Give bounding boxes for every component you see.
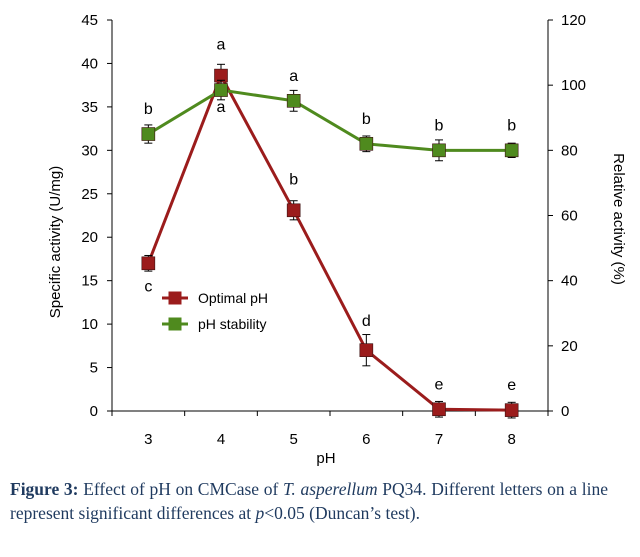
legend: Optimal pH pH stability: [162, 290, 268, 332]
significance-letter: d: [362, 313, 371, 330]
significance-letter: a: [289, 68, 298, 85]
caption-text-2: PQ34. Different letters on a line repres…: [10, 479, 608, 523]
y-axis-left-title: Specific activity (U/mg): [47, 166, 64, 319]
legend-label-optimal-ph: Optimal pH: [198, 290, 268, 306]
caption-text-1: Effect of pH on CMCase of: [78, 479, 283, 499]
y-left-tick-label: 35: [81, 99, 98, 116]
y-right-tick-label: 100: [561, 77, 586, 94]
significance-letter: e: [507, 377, 516, 394]
significance-letter: b: [435, 117, 444, 134]
y-left-tick-label: 15: [81, 273, 98, 290]
caption-p-value: p: [255, 503, 265, 523]
x-tick-label: 5: [289, 431, 297, 448]
x-tick-label: 7: [435, 431, 443, 448]
y-left-tick-label: 20: [81, 229, 98, 246]
data-point-ph-stability: [214, 83, 228, 97]
significance-letter: b: [289, 171, 298, 188]
data-point-ph-stability: [286, 94, 301, 108]
data-point-optimal-ph: [504, 403, 519, 417]
x-tick-label: 6: [362, 431, 370, 448]
data-point-optimal-ph: [359, 343, 374, 357]
legend-marker-optimal-ph: [168, 291, 182, 305]
y-right-tick-label: 60: [561, 208, 578, 225]
data-point-ph-stability: [359, 137, 374, 151]
x-axis-title: pH: [316, 450, 335, 467]
y-left-tick-label: 25: [81, 186, 98, 203]
plot-series: c a b d e e b a a b b b: [141, 37, 519, 419]
significance-letter: a: [217, 99, 226, 116]
y-left-tick-label: 40: [81, 55, 98, 72]
y-left-tick-label: 0: [90, 403, 98, 420]
series-ph-stability: b a a b b b: [141, 68, 519, 162]
caption-text-3: <0.05 (Duncan’s test).: [264, 503, 420, 523]
y-left-tick-label: 45: [81, 12, 98, 29]
data-point-optimal-ph: [432, 402, 446, 417]
y-right-tick-label: 80: [561, 142, 578, 159]
series-optimal-ph: c a b d e e: [141, 37, 519, 419]
data-point-ph-stability: [504, 143, 519, 158]
y-right-tick-label: 40: [561, 273, 578, 290]
significance-letter: c: [144, 278, 152, 295]
series-line-optimal-ph: [146, 72, 512, 412]
significance-letter: b: [507, 117, 516, 134]
figure-label: Figure 3:: [10, 479, 79, 499]
data-point-ph-stability: [432, 143, 446, 158]
significance-letter: b: [144, 101, 153, 118]
y-axis-right-title: Relative activity (%): [610, 153, 627, 285]
significance-letter: a: [217, 37, 226, 54]
y-right-tick-label: 120: [561, 12, 586, 29]
y-right-tick-label: 20: [561, 338, 578, 355]
data-point-ph-stability: [141, 127, 156, 141]
legend-label-ph-stability: pH stability: [198, 316, 266, 332]
y-left-tick-label: 10: [81, 316, 98, 333]
caption-species: T. asperellum: [282, 479, 378, 499]
series-line-ph-stability: [147, 88, 512, 152]
y-left-tick-label: 30: [81, 142, 98, 159]
x-tick-label: 4: [217, 431, 225, 448]
y-right-tick-label: 0: [561, 403, 569, 420]
data-point-optimal-ph: [141, 256, 156, 271]
data-point-optimal-ph: [286, 203, 301, 218]
significance-letter: b: [362, 111, 371, 128]
x-tick-label: 8: [507, 431, 515, 448]
significance-letter: e: [435, 376, 444, 393]
axis-labels: Specific activity (U/mg) Relative activi…: [47, 153, 627, 467]
y-left-tick-label: 5: [90, 360, 98, 377]
legend-marker-ph-stability: [168, 317, 182, 331]
figure-caption: Figure 3: Effect of pH on CMCase of T. a…: [10, 477, 608, 525]
x-tick-label: 3: [144, 431, 152, 448]
